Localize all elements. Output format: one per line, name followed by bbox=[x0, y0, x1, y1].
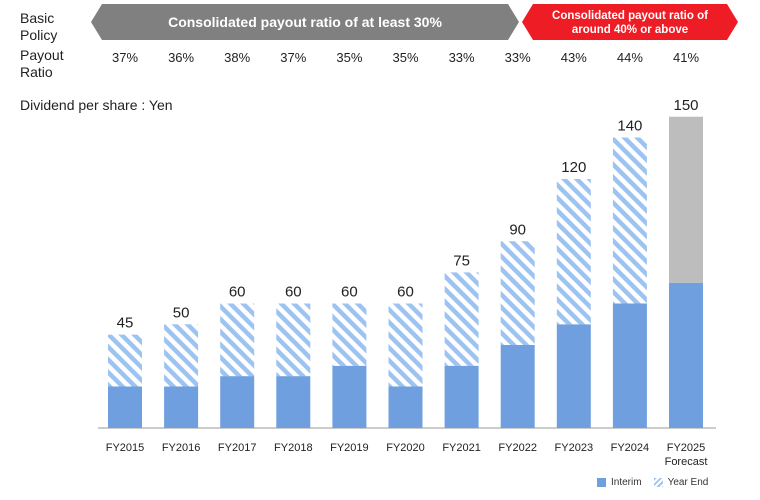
bar-interim bbox=[500, 345, 535, 428]
payout-ratio-value: 43% bbox=[561, 50, 587, 65]
x-tick-label: FY2022 bbox=[498, 442, 537, 454]
dividend-per-share-label: Dividend per share : Yen bbox=[20, 97, 173, 113]
payout-ratio-value: 41% bbox=[673, 50, 699, 65]
payout-ratio-value: 38% bbox=[224, 50, 250, 65]
bar-year-end bbox=[444, 272, 479, 366]
policy-text-30pct: Consolidated payout ratio of at least 30… bbox=[168, 14, 442, 30]
payout-ratio-value: 37% bbox=[112, 50, 138, 65]
bar-year-end bbox=[108, 334, 142, 387]
bar-total-label: 140 bbox=[617, 118, 642, 135]
x-tick-label: FY2025 bbox=[667, 442, 706, 454]
payout-ratio-value: 36% bbox=[168, 50, 194, 65]
bar-year-end bbox=[164, 324, 199, 387]
x-tick-label: FY2021 bbox=[442, 442, 481, 454]
bar-interim bbox=[556, 324, 591, 428]
payout-ratio-value: 33% bbox=[449, 50, 475, 65]
bar-total-label: 45 bbox=[117, 315, 134, 332]
x-tick-label: FY2016 bbox=[162, 442, 201, 454]
x-tick-label: FY2024 bbox=[611, 442, 650, 454]
bar-interim bbox=[612, 303, 647, 428]
bar-total-label: 150 bbox=[673, 97, 698, 114]
payout-ratio-value: 37% bbox=[280, 50, 306, 65]
bar-total-label: 50 bbox=[173, 304, 190, 321]
x-tick-label: Forecast bbox=[665, 456, 708, 468]
legend-swatch-interim bbox=[597, 478, 606, 487]
bar-year-end bbox=[556, 179, 591, 325]
x-tick-label: FY2018 bbox=[274, 442, 313, 454]
legend-label-interim: Interim bbox=[611, 477, 642, 488]
bar-interim bbox=[220, 376, 255, 428]
payout-ratio-value: 35% bbox=[392, 50, 418, 65]
payout-ratio-value: 33% bbox=[505, 50, 531, 65]
x-tick-label: FY2023 bbox=[555, 442, 594, 454]
policy-arrow-40pct bbox=[522, 4, 738, 40]
bar-total-label: 60 bbox=[341, 284, 358, 301]
bar-interim bbox=[332, 365, 367, 428]
payout-ratio-label: Payout Ratio bbox=[20, 47, 64, 80]
bar-total-label: 90 bbox=[509, 221, 526, 238]
payout-ratio-value: 44% bbox=[617, 50, 643, 65]
bar-total-label: 75 bbox=[453, 252, 470, 269]
x-tick-label: FY2015 bbox=[106, 442, 145, 454]
policy-text-40pct-line2: around 40% or above bbox=[572, 24, 688, 36]
policy-text-40pct-line1: Consolidated payout ratio of bbox=[552, 10, 708, 22]
legend-label-year-end: Year End bbox=[667, 477, 709, 488]
x-tick-label: FY2019 bbox=[330, 442, 369, 454]
bar-interim bbox=[276, 376, 311, 428]
bar-interim bbox=[164, 386, 199, 428]
bar-total-label: 60 bbox=[229, 284, 246, 301]
bar-total-label: 60 bbox=[397, 284, 414, 301]
legend-swatch-year-end bbox=[653, 478, 663, 487]
bar-year-end bbox=[388, 303, 423, 387]
payout-ratio-value: 35% bbox=[336, 50, 362, 65]
bar-total-label: 120 bbox=[561, 159, 586, 176]
legend: Interim Year End bbox=[597, 477, 708, 488]
bar-interim bbox=[444, 365, 479, 428]
bar-total-label: 60 bbox=[285, 284, 302, 301]
basic-policy-label: Basic Policy bbox=[20, 10, 58, 43]
bar-year-end bbox=[276, 303, 311, 377]
bar-year-end bbox=[612, 137, 647, 304]
bar-year-end bbox=[500, 241, 535, 345]
policy-arrow-30pct bbox=[91, 4, 519, 40]
bar-year-end bbox=[332, 303, 367, 366]
bar-interim bbox=[388, 386, 423, 428]
x-tick-label: FY2020 bbox=[386, 442, 425, 454]
bar-year-end bbox=[220, 303, 255, 377]
x-tick-label: FY2017 bbox=[218, 442, 257, 454]
bar-interim bbox=[669, 282, 703, 428]
bar-forecast-remainder bbox=[669, 116, 703, 283]
bar-interim bbox=[108, 386, 142, 428]
